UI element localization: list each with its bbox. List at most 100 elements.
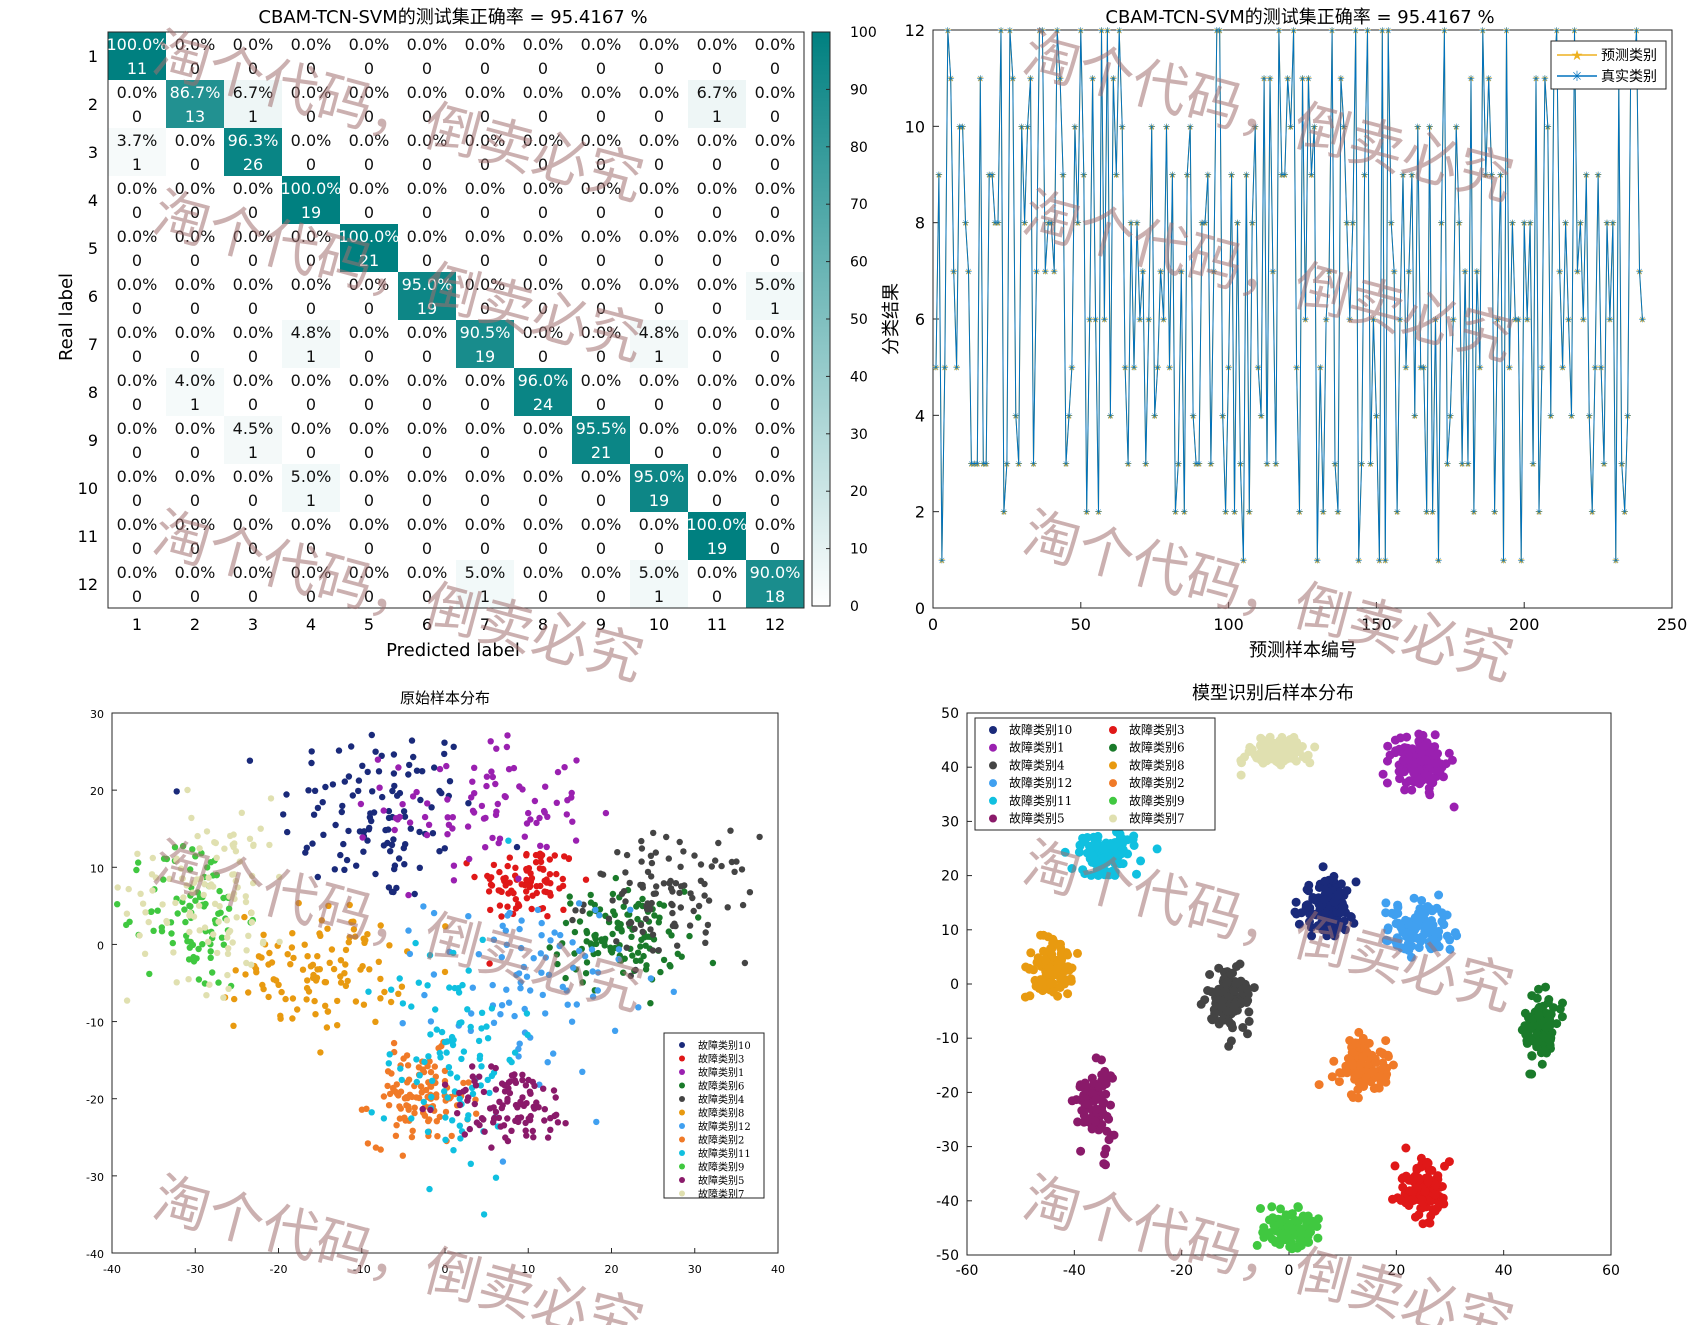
sc1-point — [317, 932, 324, 939]
sc1-point — [695, 902, 703, 910]
sc1-point — [411, 890, 418, 898]
sc1-point — [441, 1081, 449, 1088]
lc-true-marker: ✳ — [1139, 267, 1147, 277]
sc2-legend-label: 故障类别8 — [1129, 757, 1185, 772]
cm-cell-percent: 0.0% — [349, 131, 390, 150]
sc1-point — [340, 840, 347, 848]
sc1-point — [368, 731, 375, 739]
sc2-point — [1329, 871, 1339, 881]
sc1-point — [478, 802, 486, 810]
cm-cell-percent: 0.0% — [755, 419, 796, 438]
sc1-point — [416, 1072, 423, 1079]
sc1-point — [667, 877, 674, 885]
lc-true-marker: ✳ — [1574, 267, 1582, 277]
cm-cell-count: 0 — [132, 395, 142, 414]
sc2-ytick-label: 20 — [941, 869, 959, 885]
cm-cell — [630, 272, 688, 320]
sc1-point — [557, 931, 564, 939]
sc1-point — [359, 834, 366, 841]
cm-cell-percent: 0.0% — [523, 323, 564, 342]
sc1-point — [142, 909, 149, 916]
cm-cell-percent: 0.0% — [407, 131, 448, 150]
cm-cell — [572, 320, 630, 368]
lc-true-marker: ✳ — [1316, 364, 1324, 374]
sc2-point — [1430, 928, 1440, 938]
sc1-point — [441, 750, 448, 758]
sc1-point — [554, 960, 561, 968]
lc-legend-pred-label: 预测类别 — [1601, 48, 1657, 64]
sc1-point — [259, 940, 267, 947]
cm-cell — [746, 512, 804, 560]
sc1-point — [651, 912, 658, 919]
sc1-point — [405, 891, 412, 899]
cm-cell-percent: 3.7% — [117, 131, 158, 150]
lc-true-marker: ✳ — [1606, 316, 1614, 326]
lc-true-marker: ✳ — [1121, 364, 1129, 374]
sc1-point — [325, 902, 332, 909]
sc1-point — [229, 871, 236, 878]
lc-true-marker: ✳ — [1411, 412, 1419, 422]
lc-true-marker: ✳ — [1027, 75, 1035, 85]
sc1-point — [399, 1152, 406, 1159]
cm-cell-percent: 0.0% — [755, 131, 796, 150]
cm-cell-count: 0 — [770, 155, 780, 174]
sc1-point — [621, 955, 628, 962]
lc-pred-marker: ★ — [1136, 316, 1144, 326]
cm-cell-percent: 0.0% — [349, 275, 390, 294]
lc-pred-marker: ★ — [1559, 364, 1567, 374]
sc1-point — [380, 1093, 388, 1100]
sc2-point — [1383, 925, 1393, 935]
sc1-point — [413, 1078, 420, 1086]
sc1-point — [674, 942, 681, 949]
lc-true-marker: ✳ — [974, 460, 982, 470]
sc1-point — [626, 879, 633, 887]
sc1-xtick-label: -40 — [103, 1263, 121, 1276]
sc2-point — [1048, 936, 1058, 945]
sc1-point — [196, 845, 203, 852]
sc2-point — [1200, 995, 1210, 1005]
cm-cell — [340, 272, 398, 320]
sc1-point — [649, 947, 657, 954]
sc1-point — [446, 778, 454, 785]
sc1-point — [727, 827, 734, 834]
cm-cell-percent: 0.0% — [175, 467, 216, 486]
sc1-point — [495, 1114, 503, 1122]
sc1-point — [337, 957, 345, 964]
sc1-point — [536, 850, 544, 857]
sc2-point — [1106, 840, 1115, 850]
sc1-point — [308, 748, 315, 755]
sc1-point — [303, 844, 310, 851]
sc1-point — [538, 969, 545, 976]
cm-cell-count: 0 — [132, 491, 142, 510]
cm-cell-percent: 0.0% — [291, 419, 332, 438]
cm-cell — [746, 560, 804, 608]
sc1-point — [523, 1010, 531, 1017]
sc1-point — [492, 780, 499, 788]
cm-cell — [108, 368, 166, 416]
lc-true-marker: ✳ — [1423, 508, 1431, 518]
sc1-point — [530, 955, 537, 962]
sc1-point — [648, 859, 656, 867]
sc1-point — [199, 941, 206, 948]
sc1-point — [310, 811, 318, 818]
sc2-point — [1329, 1056, 1339, 1066]
lc-true-marker: ✳ — [988, 171, 996, 181]
lc-pred-marker: ★ — [1346, 316, 1354, 326]
cm-cell-count: 0 — [654, 155, 664, 174]
sc2-point — [1527, 991, 1537, 1001]
sc1-point — [498, 1002, 506, 1009]
sc1-point — [186, 909, 194, 916]
lc-ylabel: 分类结果 — [881, 283, 902, 355]
cm-cell — [398, 320, 456, 368]
sc1-point — [695, 914, 702, 921]
sc1-point — [425, 821, 433, 828]
lc-true-marker: ✳ — [1559, 364, 1567, 374]
cm-cell-count: 0 — [770, 59, 780, 78]
lc-pred-marker: ★ — [1142, 460, 1150, 470]
lc-true-marker: ✳ — [1547, 412, 1555, 422]
sc2-point — [1073, 1117, 1083, 1127]
sc1-point — [314, 804, 322, 812]
sc1-point — [491, 1114, 498, 1122]
sc2-point — [1256, 755, 1266, 765]
lc-pred-marker: ★ — [970, 460, 978, 470]
